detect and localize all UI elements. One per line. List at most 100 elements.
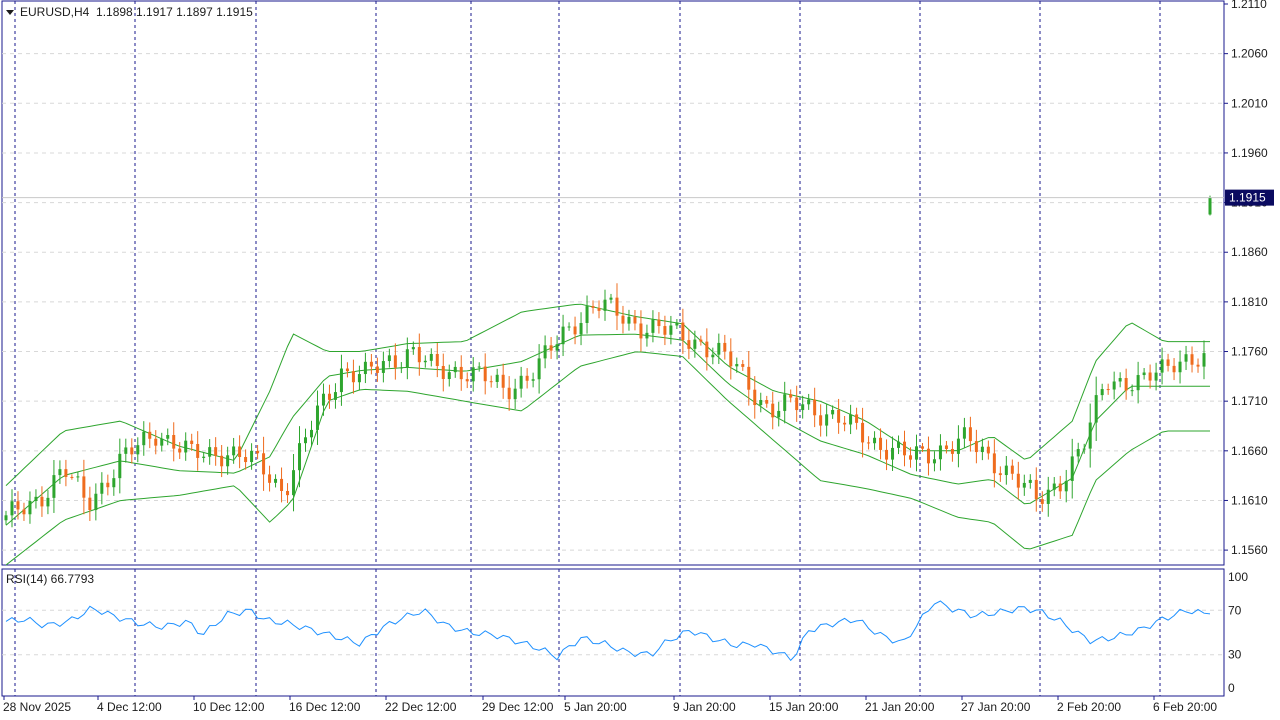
candle-body (561, 326, 565, 345)
candle (465, 372, 469, 389)
candle-body (262, 453, 266, 475)
candle-body (753, 389, 757, 406)
candle-body (669, 325, 673, 335)
candle-body (70, 476, 74, 478)
candle-body (309, 429, 313, 438)
candle (843, 415, 847, 432)
candle-body (142, 431, 146, 446)
candle (70, 474, 74, 480)
candle (333, 383, 337, 409)
candle (908, 447, 912, 468)
candle-body (897, 441, 901, 448)
candle-body (519, 375, 523, 389)
candle (669, 315, 673, 345)
candle (597, 300, 601, 319)
candle-body (327, 393, 331, 400)
rsi-pane-frame (1, 568, 1225, 697)
candle-body (867, 442, 871, 444)
candle-body (321, 393, 325, 406)
candle-body (393, 355, 397, 368)
candle-body (453, 366, 457, 373)
candle (1190, 346, 1194, 373)
candle (1076, 442, 1080, 463)
candle-body (166, 435, 170, 439)
candle-body (459, 366, 463, 380)
candle (286, 483, 290, 504)
candle (657, 312, 661, 334)
candle (926, 436, 930, 476)
indicator-label: RSI(14) 66.7793 (6, 572, 94, 586)
candle (1028, 474, 1032, 489)
candle-body (1118, 378, 1122, 382)
candle (675, 319, 679, 330)
candle (202, 452, 206, 463)
candle (879, 428, 883, 460)
candle-body (1010, 465, 1014, 474)
candle-body (507, 387, 511, 400)
candle (1070, 438, 1074, 499)
candle-body (956, 438, 960, 454)
candle-body (34, 496, 38, 501)
candle-body (938, 445, 942, 460)
candle (741, 359, 745, 371)
rsi-tick-label: 100 (1228, 570, 1248, 584)
candle-body (465, 379, 469, 382)
candle (477, 362, 481, 372)
candle (423, 355, 427, 368)
candle-body (914, 446, 918, 460)
candle (327, 384, 331, 409)
candle-body (351, 371, 355, 383)
candle-body (208, 447, 212, 457)
candle (903, 430, 907, 467)
candle-body (64, 469, 68, 477)
candle (1052, 477, 1056, 497)
candle (1040, 491, 1044, 512)
candle (567, 322, 571, 331)
candle-body (447, 372, 451, 380)
candle-body (525, 375, 529, 381)
candle-body (130, 447, 134, 455)
chevron-down-icon (6, 10, 14, 15)
candle-body (789, 394, 793, 398)
candle (196, 431, 200, 471)
candle-body (345, 368, 349, 372)
candle (723, 334, 727, 360)
candle (268, 465, 272, 492)
candle (867, 436, 871, 450)
candle (351, 359, 355, 394)
candle (932, 451, 936, 472)
candle (681, 308, 685, 354)
candle (849, 404, 853, 435)
candle (1082, 443, 1086, 454)
candle (1142, 368, 1146, 380)
candle (873, 431, 877, 450)
candle (615, 283, 619, 331)
candle-body (908, 455, 912, 460)
candle-body (585, 306, 589, 323)
candle-body (729, 351, 733, 367)
candle (801, 395, 805, 419)
candle (1034, 467, 1038, 512)
candle-body (687, 340, 691, 349)
candle (1088, 403, 1092, 468)
candle-body (1022, 482, 1026, 488)
candle (555, 335, 559, 360)
candle (507, 376, 511, 411)
candle-body (968, 427, 972, 442)
candle-body (196, 443, 200, 458)
candle-body (1142, 372, 1146, 376)
candle (825, 403, 829, 437)
candle (525, 368, 529, 389)
candle (100, 472, 104, 505)
candle-body (154, 438, 158, 446)
candle-body (992, 453, 996, 474)
candle (651, 310, 655, 343)
candle-body (52, 475, 56, 498)
candle (705, 328, 709, 371)
candle (429, 348, 433, 367)
candle-body (292, 470, 296, 496)
candle-body (1100, 389, 1104, 396)
candle-body (202, 456, 206, 458)
candle (1178, 350, 1182, 384)
